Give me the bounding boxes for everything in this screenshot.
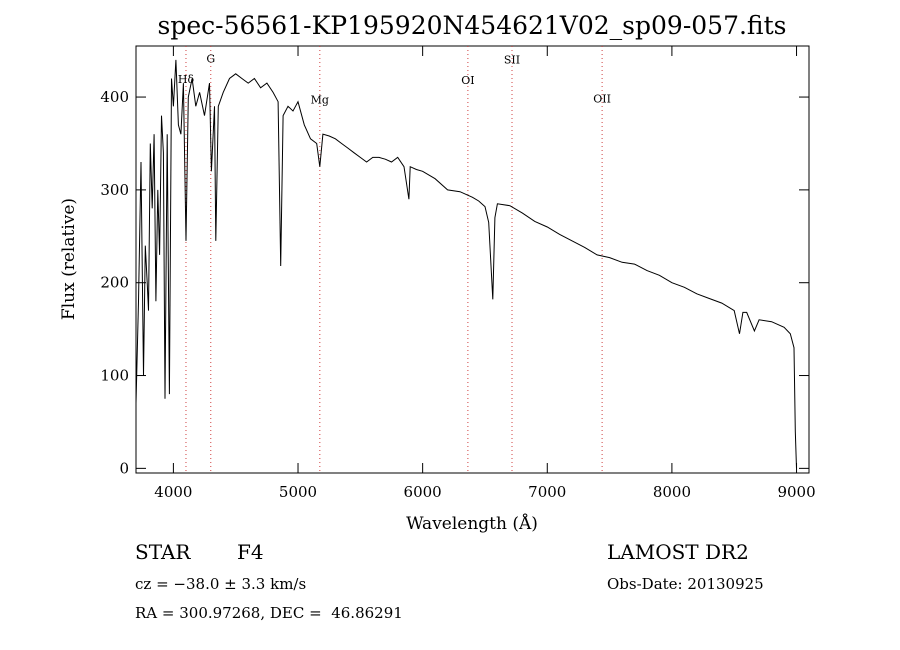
x-tick-label: 5000 (279, 483, 317, 501)
survey-name: LAMOST DR2 (607, 540, 749, 564)
spectral-subclass: F4 (237, 540, 264, 564)
line-label: OII (593, 93, 611, 106)
axis-ticks: 4000 5000 6000 7000 8000 9000 0 100 200 300 400 (100, 46, 816, 501)
y-tick-label: 300 (100, 181, 129, 199)
y-tick-label: 100 (100, 367, 129, 385)
y-tick-label: 400 (100, 88, 129, 106)
plot-frame (135, 45, 810, 474)
x-tick-label: 7000 (528, 483, 566, 501)
redshift-text: cz = −38.0 ± 3.3 km/s (135, 575, 307, 593)
line-label: Mg (311, 94, 329, 107)
chart-title: spec-56561-KP195920N454621V02_sp09-057.f… (158, 11, 787, 40)
line-label: OI (461, 74, 474, 87)
x-tick-label: 4000 (154, 483, 192, 501)
x-tick-label: 8000 (653, 483, 691, 501)
line-label: G (206, 53, 215, 66)
coordinates-text: RA = 300.97268, DEC = 46.86291 (135, 604, 403, 622)
x-axis-label: Wavelength (Å) (406, 513, 538, 534)
x-tick-label: 9000 (777, 483, 815, 501)
observation-date: Obs-Date: 20130925 (607, 575, 764, 593)
y-tick-label: 0 (119, 459, 129, 477)
y-axis-label: Flux (relative) (59, 198, 79, 320)
y-tick-label: 200 (100, 274, 129, 292)
x-tick-label: 6000 (404, 483, 442, 501)
object-type: STAR (135, 540, 191, 564)
series-layer (135, 59, 797, 469)
line-label: Hδ (178, 73, 195, 86)
spectral-line-markers: Hδ G Mg OI SII OII (178, 46, 611, 473)
spectrum-line (135, 59, 797, 469)
line-label: SII (504, 54, 520, 67)
